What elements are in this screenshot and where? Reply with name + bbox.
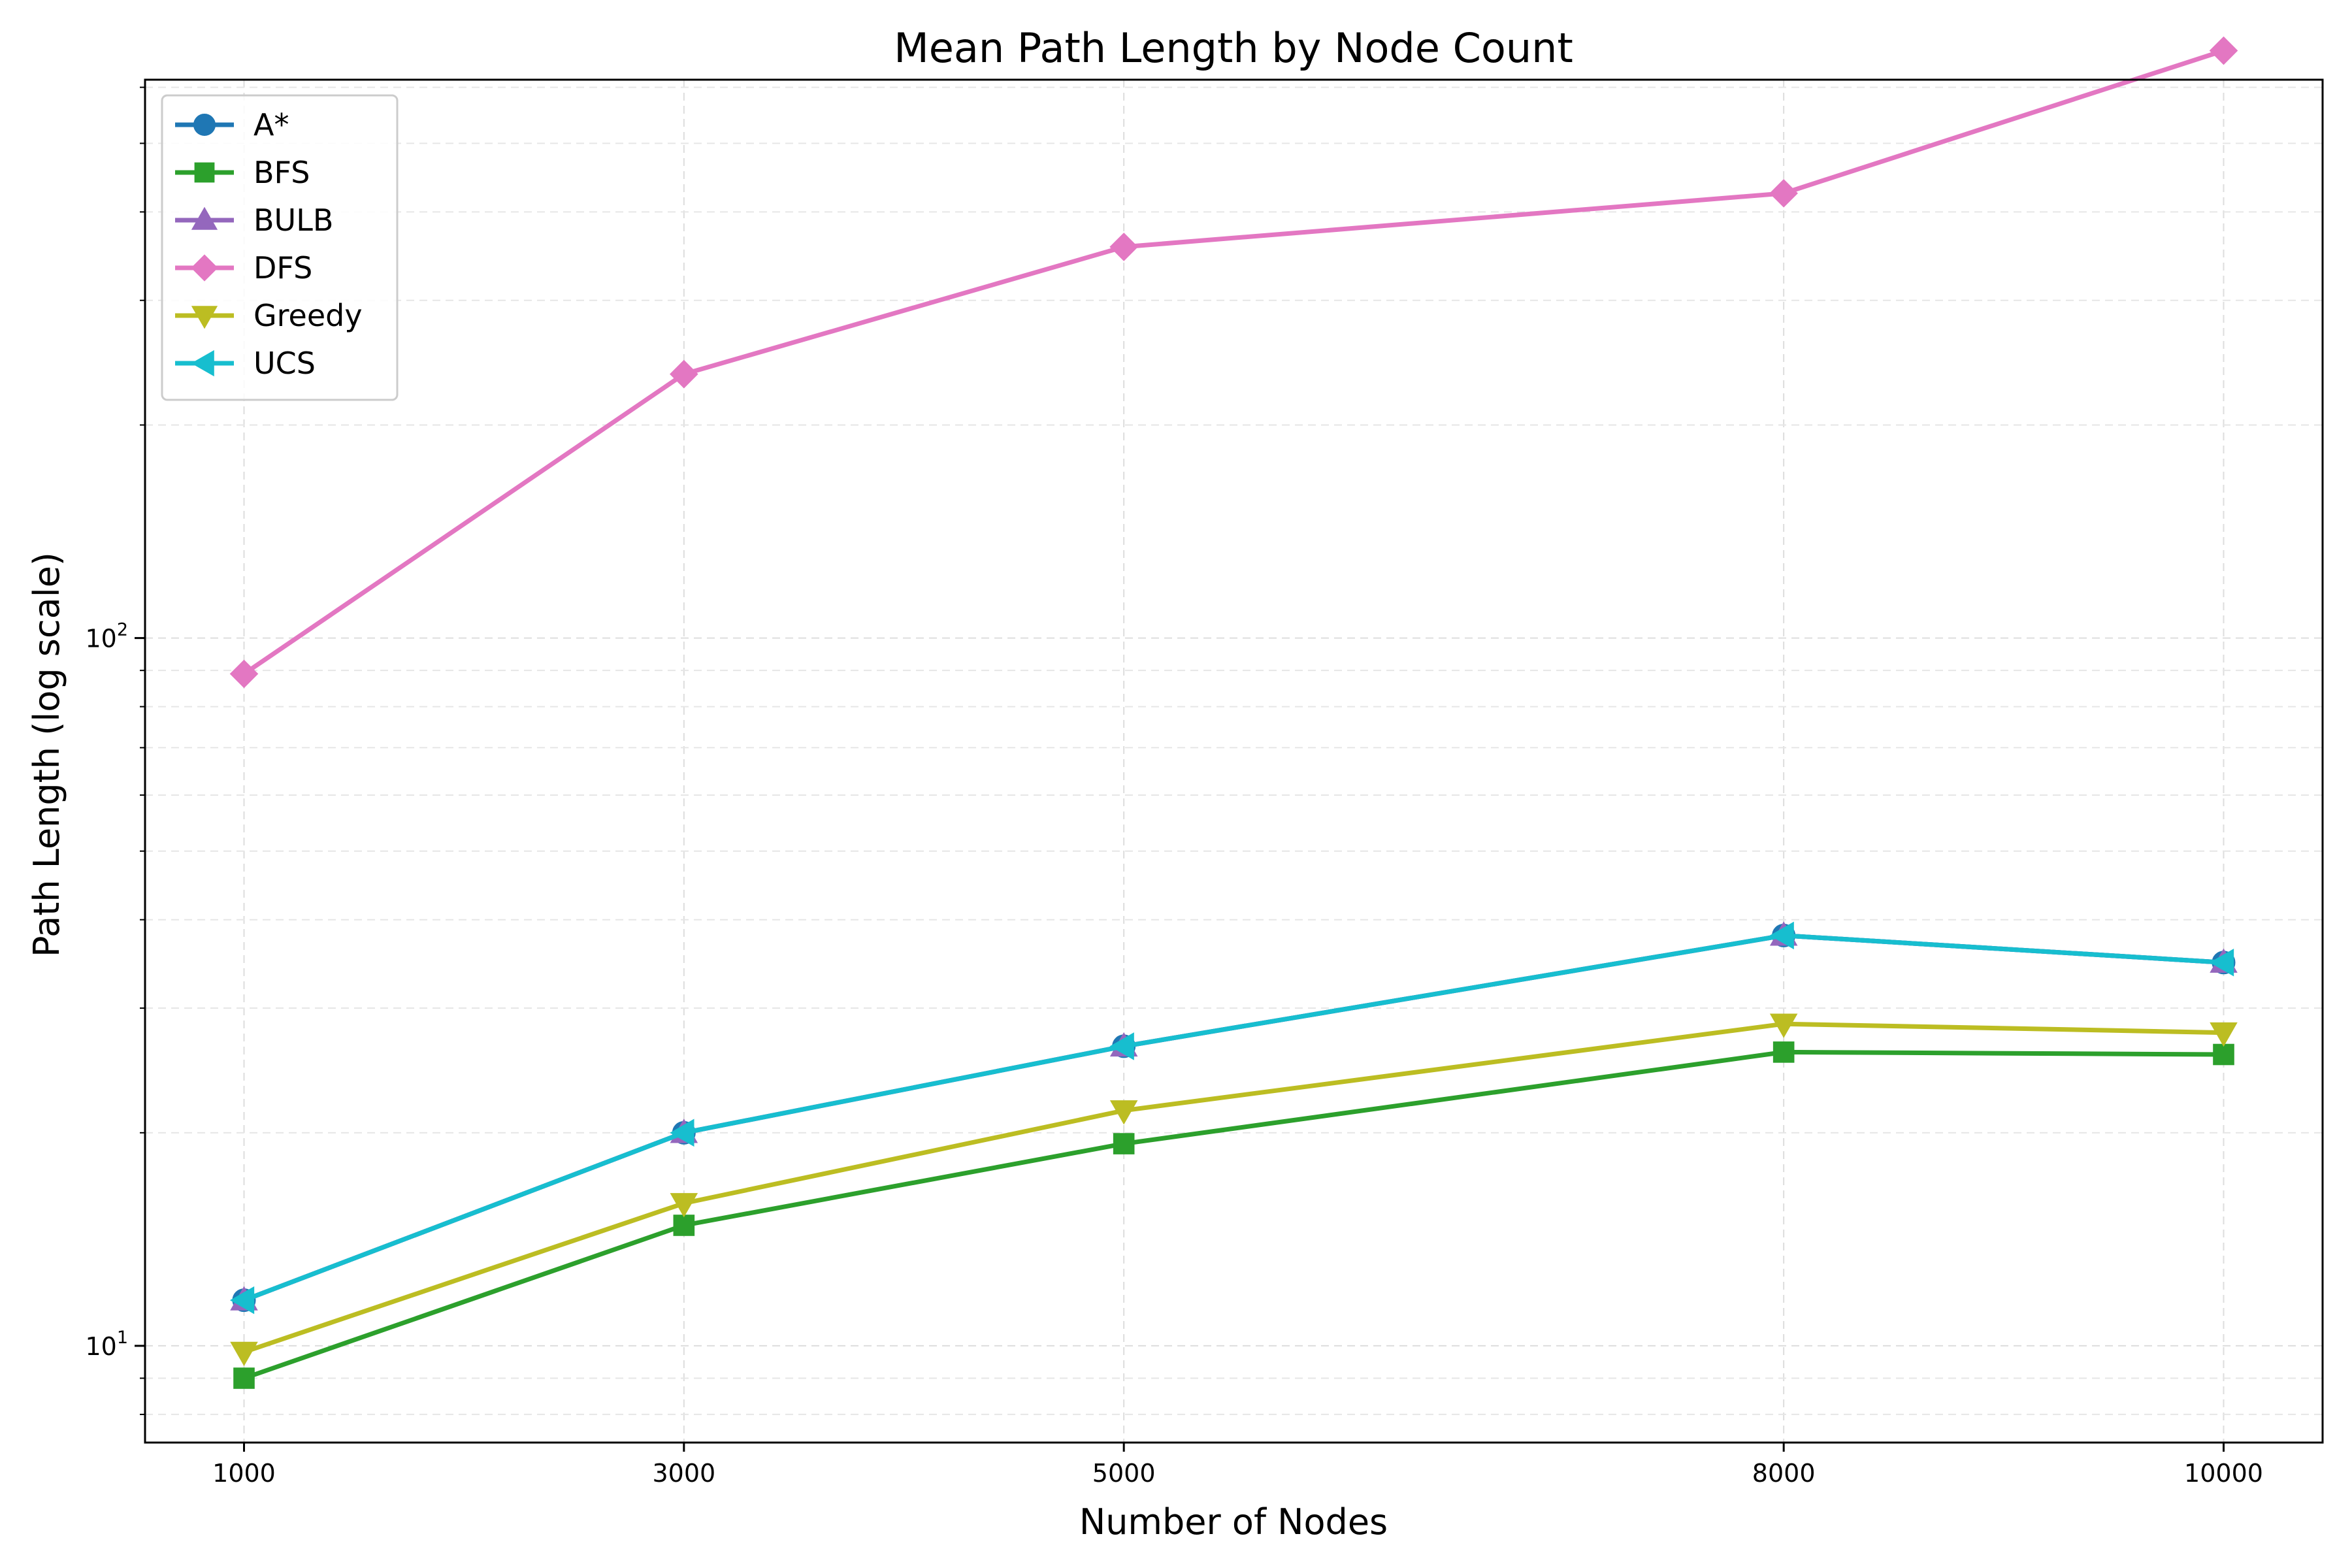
series-ucs — [229, 921, 2234, 1315]
legend-item-dfs: DFS — [175, 250, 312, 286]
x-tick-label: 8000 — [1752, 1459, 1816, 1488]
legend-label: Greedy — [253, 298, 363, 333]
data-point-bfs — [1113, 1133, 1135, 1154]
x-tick-label: 1000 — [212, 1459, 276, 1488]
legend-label: BULB — [253, 203, 333, 238]
data-point-bfs — [233, 1367, 255, 1389]
x-tick-label: 5000 — [1092, 1459, 1156, 1488]
y-tick-label: 101 — [85, 1328, 128, 1361]
x-axis-label: Number of Nodes — [1079, 1501, 1388, 1543]
data-point-greedy — [2210, 1022, 2238, 1047]
legend-marker — [191, 306, 218, 329]
legend-label: BFS — [253, 155, 310, 190]
legend-marker — [191, 350, 214, 377]
data-point-dfs — [1109, 233, 1138, 261]
series-dfs — [229, 36, 2238, 689]
data-point-ucs — [2209, 948, 2234, 977]
legend-marker — [194, 162, 215, 183]
data-point-ucs — [1769, 921, 1794, 950]
data-point-greedy — [1769, 1013, 1798, 1038]
data-point-dfs — [670, 359, 698, 389]
y-tick-label: 102 — [85, 620, 128, 653]
data-point-bfs — [673, 1215, 695, 1236]
data-point-greedy — [230, 1341, 258, 1367]
data-point-ucs — [1109, 1032, 1134, 1060]
y-axis-label: Path Length (log scale) — [26, 552, 67, 957]
data-point-ucs — [670, 1119, 694, 1147]
plot-frame — [144, 78, 2324, 1444]
x-tick-label: 3000 — [652, 1459, 715, 1488]
data-point-dfs — [2209, 36, 2238, 65]
legend-label: DFS — [253, 250, 312, 286]
chart-title: Mean Path Length by Node Count — [894, 24, 1573, 72]
data-point-bfs — [1772, 1041, 1795, 1063]
legend-label: A* — [253, 107, 289, 142]
series-greedy — [230, 1013, 2238, 1367]
legend-marker — [191, 254, 218, 282]
data-point-greedy — [1109, 1100, 1138, 1125]
series-bfs — [233, 1041, 2234, 1389]
legend-item-bfs: BFS — [175, 155, 310, 190]
legend-item-greedy: Greedy — [175, 298, 363, 333]
x-tick-label: 10000 — [2184, 1459, 2263, 1488]
legend-item-bulb: BULB — [175, 203, 333, 238]
data-point-dfs — [229, 659, 259, 689]
legend-marker — [193, 114, 216, 136]
legend-label: UCS — [253, 346, 316, 381]
legend-item-a: A* — [175, 107, 289, 142]
data-point-ucs — [229, 1286, 255, 1315]
legend-item-ucs: UCS — [175, 346, 316, 381]
data-point-greedy — [670, 1193, 698, 1218]
data-point-dfs — [1769, 179, 1798, 208]
data-point-bfs — [2213, 1043, 2234, 1066]
legend-marker — [191, 206, 218, 230]
